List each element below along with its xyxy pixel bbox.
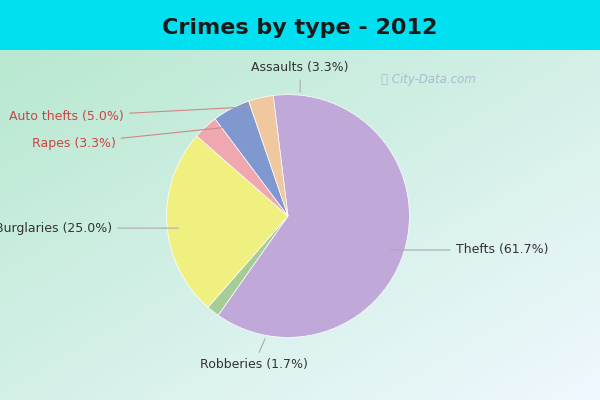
Text: Robberies (1.7%): Robberies (1.7%) xyxy=(200,339,308,370)
Text: Auto thefts (5.0%): Auto thefts (5.0%) xyxy=(10,107,249,123)
Wedge shape xyxy=(208,216,288,315)
Wedge shape xyxy=(167,136,288,307)
Text: Assaults (3.3%): Assaults (3.3%) xyxy=(251,62,349,92)
Text: Burglaries (25.0%): Burglaries (25.0%) xyxy=(0,222,178,235)
Wedge shape xyxy=(197,119,288,216)
Text: ⓘ City-Data.com: ⓘ City-Data.com xyxy=(381,73,476,86)
Wedge shape xyxy=(215,101,288,216)
Wedge shape xyxy=(249,96,288,216)
Text: Rapes (3.3%): Rapes (3.3%) xyxy=(32,128,222,150)
Wedge shape xyxy=(218,95,409,337)
Text: Crimes by type - 2012: Crimes by type - 2012 xyxy=(163,18,437,38)
Text: Thefts (61.7%): Thefts (61.7%) xyxy=(391,244,548,256)
